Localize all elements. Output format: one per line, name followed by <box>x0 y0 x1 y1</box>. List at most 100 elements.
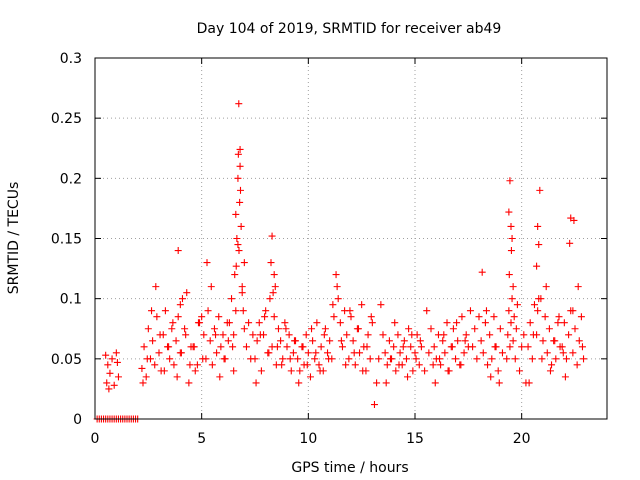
y-tick-label: 0.2 <box>60 171 82 187</box>
data-point <box>534 307 542 315</box>
data-point <box>139 379 147 387</box>
data-point <box>220 355 228 363</box>
x-tick-label: 10 <box>299 431 317 447</box>
data-point <box>457 361 465 369</box>
data-point <box>236 186 244 194</box>
data-point <box>461 337 469 345</box>
data-point <box>202 355 210 363</box>
data-point <box>574 283 582 291</box>
data-point <box>252 379 260 387</box>
data-point <box>473 355 481 363</box>
data-point <box>149 337 157 345</box>
data-point <box>332 271 340 279</box>
data-point <box>267 259 275 267</box>
data-point <box>257 367 265 375</box>
data-point <box>330 313 338 321</box>
data-point <box>503 355 511 363</box>
data-point <box>166 355 174 363</box>
data-point <box>302 331 310 339</box>
data-point <box>452 355 460 363</box>
data-point <box>207 283 215 291</box>
data-point <box>513 301 521 309</box>
data-point <box>351 361 359 369</box>
data-point <box>311 355 319 363</box>
data-point <box>486 331 494 339</box>
data-point <box>383 361 391 369</box>
data-point <box>208 361 216 369</box>
data-point <box>269 289 277 297</box>
data-point <box>566 239 574 247</box>
data-point <box>490 313 498 321</box>
data-point <box>215 313 223 321</box>
data-point <box>408 331 416 339</box>
data-point <box>505 271 513 279</box>
data-point <box>392 367 400 375</box>
data-point <box>487 373 495 381</box>
data-point <box>325 355 333 363</box>
data-point <box>481 319 489 327</box>
data-point <box>381 349 389 357</box>
data-point <box>173 373 181 381</box>
data-point <box>234 174 242 182</box>
data-point <box>273 343 281 351</box>
data-point <box>504 331 512 339</box>
data-point <box>405 325 413 333</box>
data-point <box>358 301 366 309</box>
data-points <box>93 100 588 423</box>
data-point <box>104 361 112 369</box>
data-point <box>528 355 536 363</box>
data-point <box>240 325 248 333</box>
data-point <box>108 355 116 363</box>
data-point <box>271 283 279 291</box>
data-point <box>204 307 212 315</box>
data-point <box>559 349 567 357</box>
data-point <box>255 319 263 327</box>
data-point <box>400 337 408 345</box>
data-point <box>231 271 239 279</box>
data-point <box>535 295 543 303</box>
data-point <box>148 307 156 315</box>
data-point <box>368 319 376 327</box>
data-point <box>507 222 515 230</box>
data-point <box>278 361 286 369</box>
data-point <box>495 379 503 387</box>
data-point <box>441 349 449 357</box>
data-point <box>555 313 563 321</box>
data-point <box>417 343 425 351</box>
data-point <box>529 331 537 339</box>
data-point <box>181 325 189 333</box>
data-point <box>382 379 390 387</box>
data-point <box>317 343 325 351</box>
data-point <box>578 343 586 351</box>
data-point <box>333 283 341 291</box>
data-point <box>343 331 351 339</box>
data-point <box>113 358 121 366</box>
data-point <box>416 337 424 345</box>
data-point <box>359 367 367 375</box>
data-point <box>232 262 240 270</box>
data-point <box>543 349 551 357</box>
data-point <box>232 307 240 315</box>
data-point <box>338 343 346 351</box>
data-point <box>491 343 499 351</box>
data-point <box>509 337 517 345</box>
data-point <box>541 313 549 321</box>
data-point <box>345 355 353 363</box>
data-point <box>102 351 110 359</box>
data-point <box>396 349 404 357</box>
data-point <box>240 259 248 267</box>
data-point <box>112 349 120 357</box>
data-point <box>580 355 588 363</box>
data-point <box>518 343 526 351</box>
data-point <box>326 337 334 345</box>
data-point <box>552 355 560 363</box>
data-point <box>496 325 504 333</box>
data-point <box>228 295 236 303</box>
data-point <box>238 283 246 291</box>
data-point <box>430 343 438 351</box>
data-point <box>379 331 387 339</box>
x-tick-label: 5 <box>197 431 206 447</box>
data-point <box>177 349 185 357</box>
data-point <box>315 361 323 369</box>
data-point <box>477 337 485 345</box>
